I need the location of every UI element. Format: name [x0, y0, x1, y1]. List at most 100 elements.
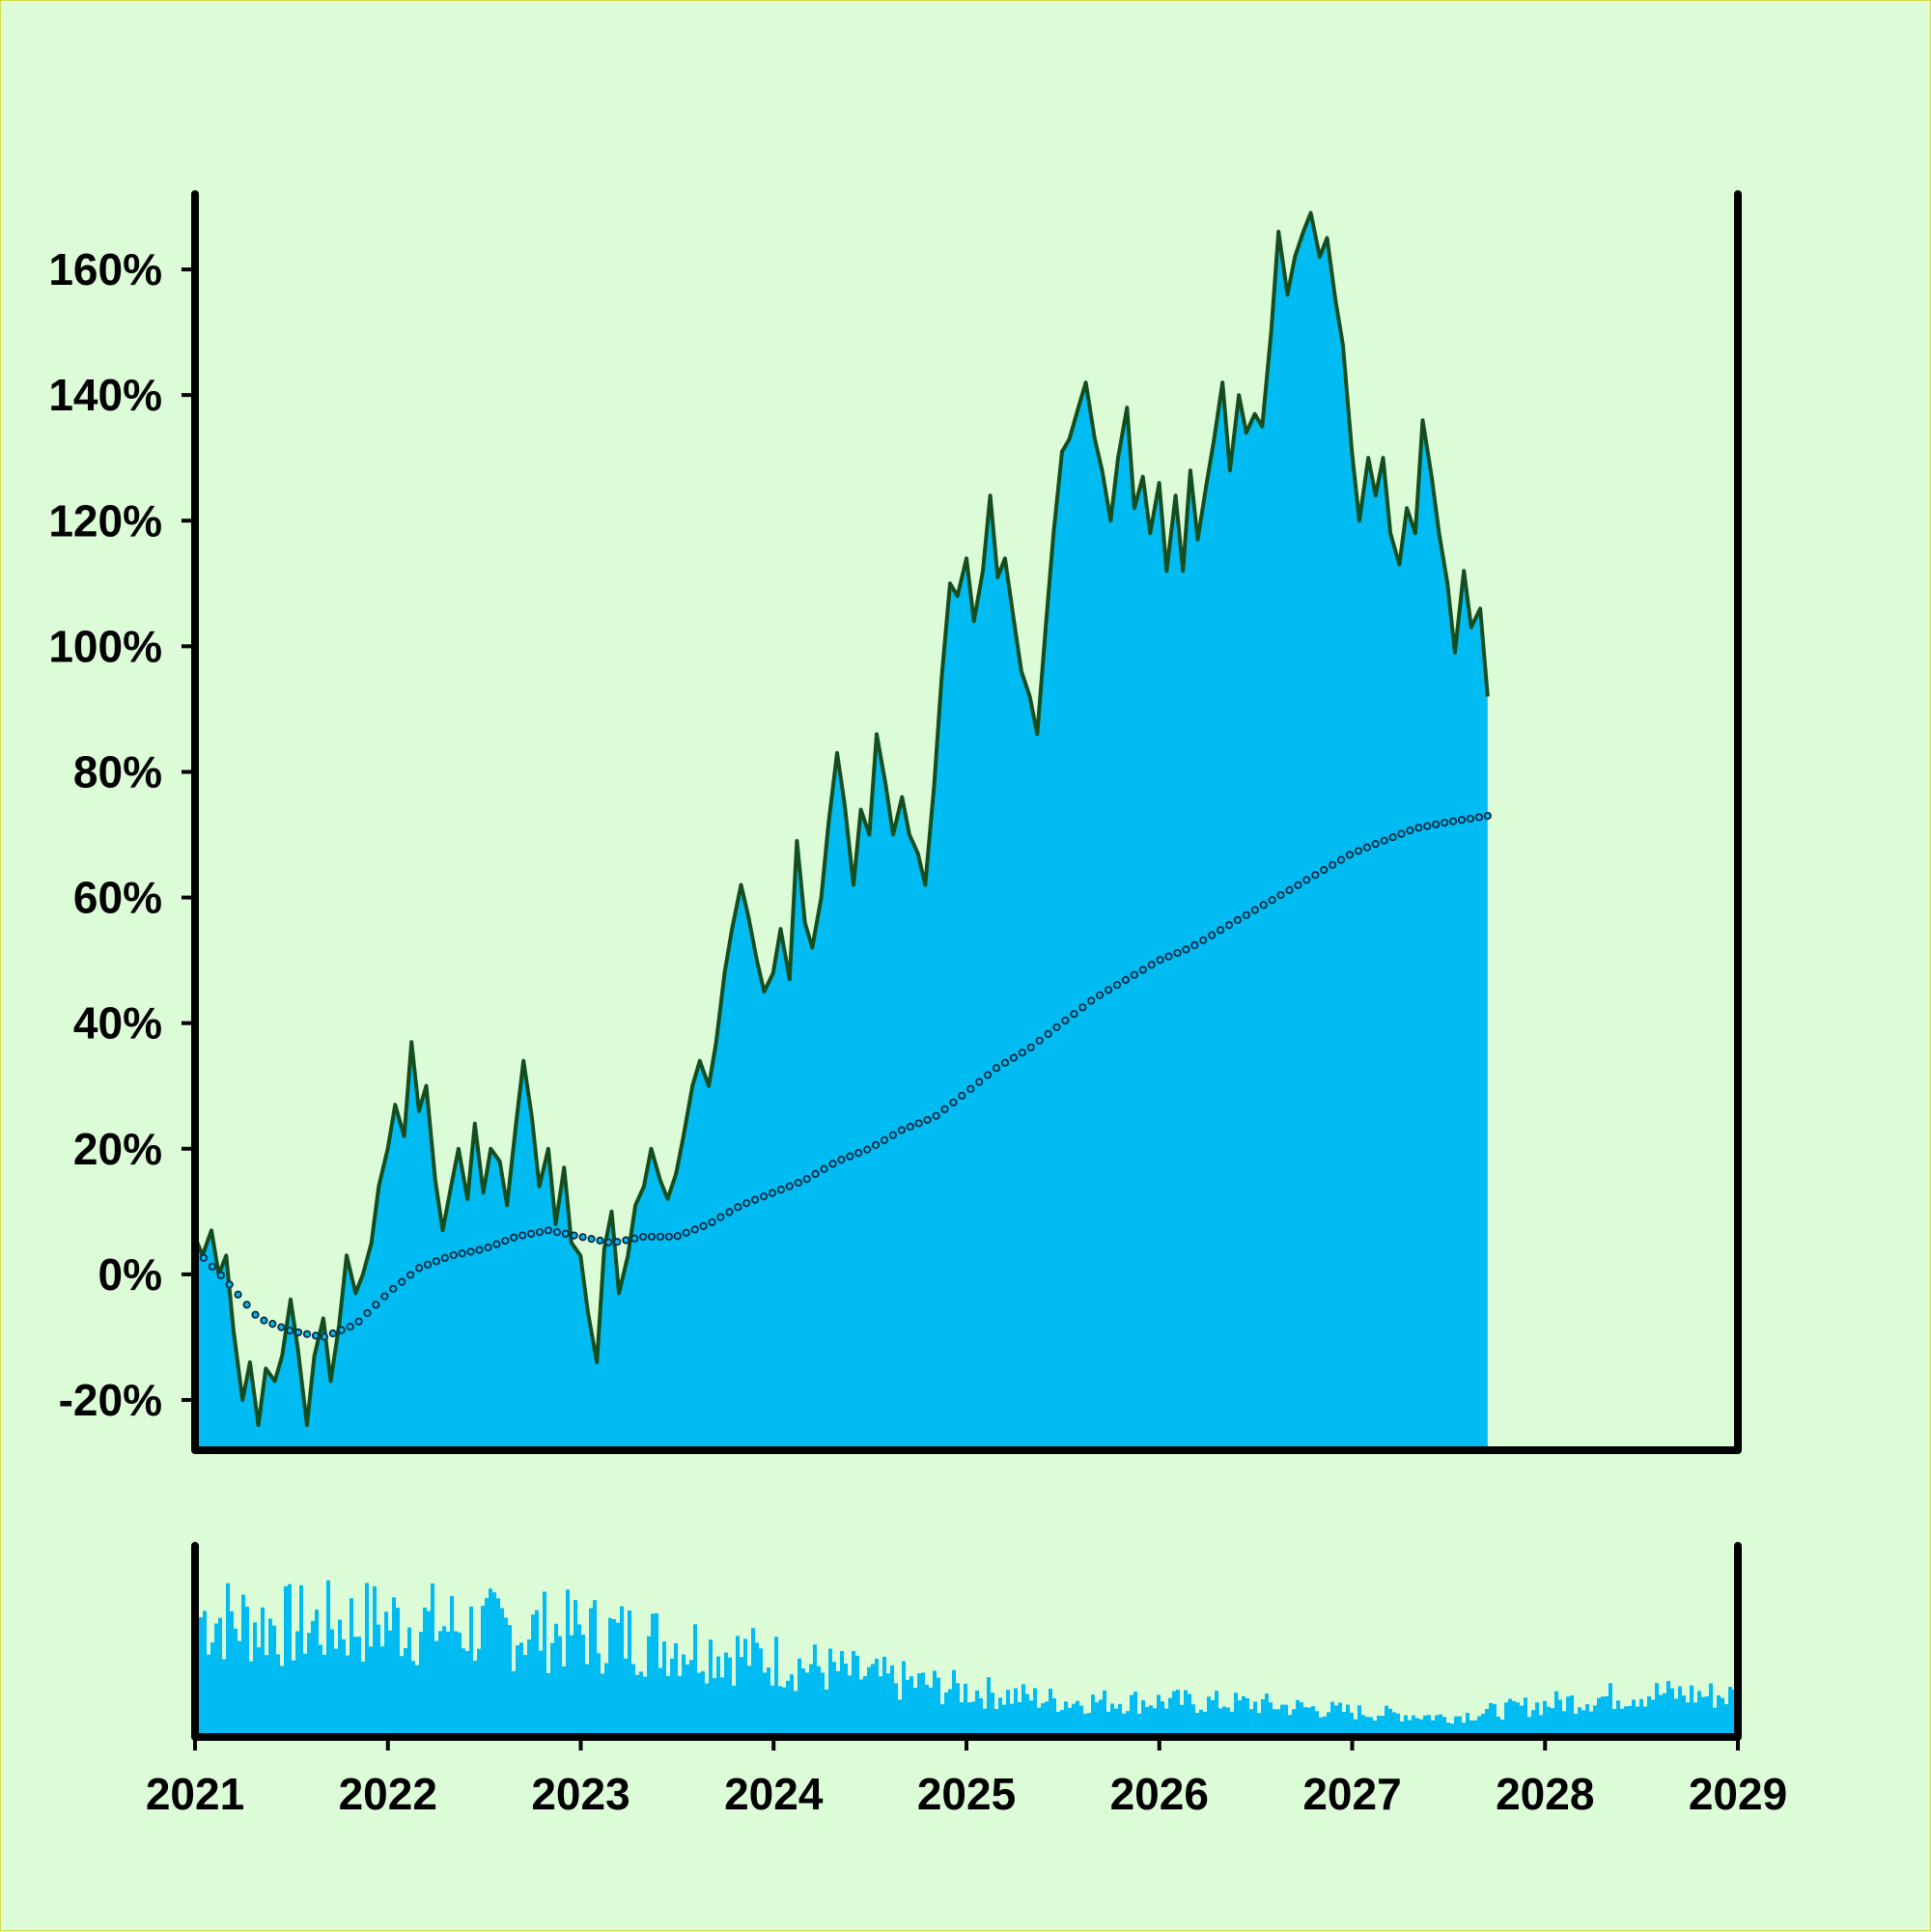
moving-average-dot [561, 1229, 570, 1238]
volume-bar [1079, 1705, 1083, 1733]
volume-bar [1269, 1702, 1273, 1733]
volume-bar [1033, 1688, 1037, 1733]
y-tick-label: 0% [98, 1249, 162, 1300]
volume-bar [1056, 1712, 1060, 1733]
volume-bar [1408, 1720, 1412, 1733]
moving-average-dot [888, 1131, 898, 1139]
moving-average-dot [372, 1301, 380, 1309]
volume-bar [1292, 1709, 1296, 1733]
moving-average-dot [1362, 843, 1371, 852]
volume-bar [1176, 1690, 1180, 1733]
volume-bar [1327, 1712, 1330, 1733]
volume-bar [1624, 1706, 1628, 1733]
volume-bar [759, 1648, 763, 1733]
volume-bar [740, 1657, 743, 1733]
moving-average-dot [1474, 813, 1484, 822]
volume-bar [566, 1589, 570, 1733]
volume-bar [496, 1598, 500, 1733]
moving-average-dot [1164, 952, 1173, 961]
moving-average-dot [1294, 881, 1302, 889]
volume-bar [1350, 1712, 1354, 1733]
volume-bar [442, 1626, 446, 1733]
volume-bar [1666, 1681, 1670, 1733]
volume-bar [1404, 1715, 1408, 1733]
volume-bar [1357, 1705, 1361, 1733]
volume-bar [585, 1664, 589, 1733]
volume-bar [1319, 1717, 1323, 1733]
moving-average-dot [966, 1084, 975, 1093]
volume-bar [1118, 1703, 1122, 1733]
volume-bar [299, 1584, 303, 1733]
volume-bar [616, 1622, 620, 1733]
volume-bar [1273, 1709, 1276, 1733]
volume-bar [983, 1708, 987, 1733]
volume-bar [1612, 1709, 1616, 1733]
volume-bar [743, 1638, 747, 1733]
moving-average-dot [1250, 906, 1259, 914]
moving-average-dot [622, 1236, 630, 1245]
volume-bar [404, 1648, 407, 1733]
moving-average-dot [734, 1203, 742, 1212]
volume-bar [407, 1627, 411, 1733]
volume-bar [1578, 1707, 1581, 1733]
volume-bar [415, 1665, 419, 1733]
volume-bar [1701, 1696, 1705, 1733]
volume-bar [1381, 1716, 1385, 1733]
volume-bar [581, 1635, 585, 1733]
volume-bar [1346, 1704, 1350, 1733]
moving-average-dot [949, 1098, 958, 1106]
moving-average-dot [846, 1152, 854, 1161]
volume-bar [1647, 1695, 1651, 1733]
volume-bar [1064, 1701, 1068, 1733]
x-tick-label: 2029 [1689, 1769, 1787, 1819]
volume-bar [558, 1636, 562, 1733]
x-tick-label: 2026 [1110, 1769, 1209, 1819]
volume-bar [226, 1582, 230, 1733]
volume-bar [960, 1702, 964, 1733]
volume-bar [384, 1611, 388, 1733]
moving-average-dot [682, 1228, 690, 1237]
volume-bar [940, 1704, 944, 1733]
moving-average-dot [251, 1310, 260, 1319]
volume-bar [1133, 1692, 1137, 1733]
volume-bar [1477, 1716, 1481, 1733]
volume-bar [434, 1640, 438, 1733]
moving-average-dot [854, 1149, 863, 1158]
volume-bar [1191, 1704, 1195, 1733]
volume-bar [207, 1654, 210, 1733]
volume-bar [1392, 1712, 1396, 1733]
moving-average-dot [1432, 820, 1441, 828]
volume-bar [330, 1629, 334, 1733]
volume-bar [1643, 1706, 1647, 1733]
moving-average-dot [742, 1199, 751, 1208]
moving-average-dot [311, 1331, 321, 1340]
volume-bar [1639, 1698, 1643, 1733]
volume-bar [218, 1617, 222, 1733]
volume-bar [473, 1661, 477, 1733]
volume-bar [574, 1600, 577, 1733]
moving-average-dot [466, 1247, 475, 1256]
volume-bar [701, 1670, 705, 1733]
volume-bar [1632, 1699, 1636, 1733]
moving-average-dot [716, 1213, 725, 1221]
volume-bar [689, 1660, 693, 1733]
volume-bar [952, 1669, 956, 1733]
volume-bar [338, 1619, 342, 1733]
volume-bar [392, 1597, 396, 1733]
volume-bar [1524, 1697, 1527, 1733]
volume-bar [1493, 1703, 1497, 1733]
volume-bar [562, 1666, 566, 1733]
volume-bar [1535, 1702, 1539, 1733]
volume-bar [1222, 1706, 1226, 1733]
volume-bar [817, 1666, 821, 1733]
moving-average-dot [1311, 871, 1320, 880]
moving-average-dot [510, 1233, 518, 1242]
volume-bar [500, 1608, 504, 1733]
volume-bar [454, 1631, 458, 1733]
volume-bar [369, 1646, 373, 1733]
moving-average-dot [604, 1238, 613, 1246]
volume-bar [658, 1667, 662, 1733]
volume-bar [728, 1657, 732, 1733]
volume-bar [910, 1676, 913, 1733]
volume-bar [836, 1670, 840, 1733]
